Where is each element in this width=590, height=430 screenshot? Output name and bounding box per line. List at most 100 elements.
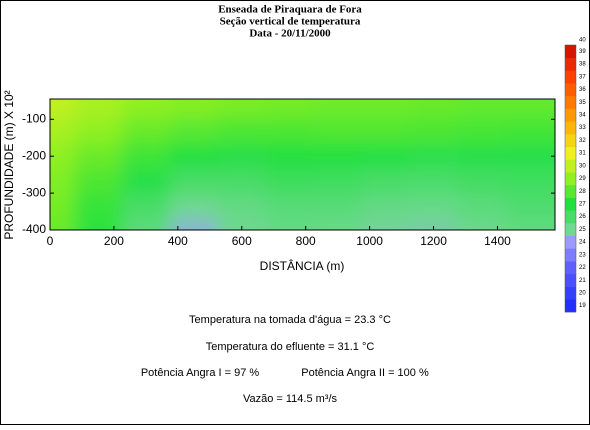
contour-cell bbox=[169, 194, 219, 220]
colorbar-tick-label: 21 bbox=[579, 278, 586, 284]
contour-cell bbox=[457, 117, 506, 144]
contour-cell bbox=[121, 99, 171, 118]
contour-cell bbox=[217, 143, 267, 170]
colorbar-segment bbox=[565, 70, 576, 84]
annotation: Temperatura na tomada d'água = 23.3 °C bbox=[189, 314, 391, 326]
colorbar-tick-label: 35 bbox=[579, 100, 586, 106]
contour-cell bbox=[409, 117, 459, 144]
contour-cell bbox=[457, 143, 506, 170]
colorbar-segment bbox=[565, 197, 576, 211]
plot-area bbox=[50, 99, 555, 230]
contour-cell bbox=[73, 117, 123, 144]
contour-cell bbox=[313, 99, 363, 118]
x-tick-label: 1400 bbox=[484, 234, 511, 248]
contour-cell bbox=[505, 143, 555, 170]
contour-cell bbox=[73, 218, 123, 230]
contour-cell bbox=[505, 169, 555, 196]
colorbar-tick-label: 38 bbox=[579, 62, 586, 68]
contour-cell bbox=[313, 143, 363, 170]
contour-cell bbox=[217, 117, 267, 144]
colorbar-segment bbox=[565, 57, 576, 71]
contour-cell bbox=[409, 99, 459, 118]
contour-cell bbox=[505, 194, 555, 220]
contour-cell bbox=[50, 169, 75, 196]
contour-cell bbox=[457, 218, 506, 230]
colorbar-segment bbox=[565, 210, 576, 224]
contour-cell bbox=[265, 143, 315, 170]
contour-cell bbox=[169, 143, 219, 170]
x-tick-label: 1200 bbox=[420, 234, 447, 248]
x-axis-label: DISTÂNCIA (m) bbox=[260, 258, 345, 273]
chart-title: Enseada de Piraquara de Fora bbox=[218, 4, 362, 16]
contour-cell bbox=[409, 218, 459, 230]
contour-cell bbox=[265, 99, 315, 118]
x-tick-label: 400 bbox=[168, 234, 188, 248]
colorbar-segment bbox=[565, 134, 576, 148]
colorbar-tick-label: 22 bbox=[579, 265, 586, 271]
colorbar-tick-label: 31 bbox=[579, 151, 586, 157]
chart-title: Seção vertical de temperatura bbox=[220, 16, 361, 28]
contour-cell bbox=[169, 99, 219, 118]
annotation: Vazão = 114.5 m³/s bbox=[243, 393, 338, 405]
x-tick-label: 200 bbox=[104, 234, 124, 248]
y-tick-label: -300 bbox=[22, 185, 46, 199]
contour-cell bbox=[361, 218, 411, 230]
colorbar-segment bbox=[565, 286, 576, 300]
contour-cell bbox=[217, 99, 267, 118]
contour-cell bbox=[169, 117, 219, 144]
contour-cell bbox=[121, 194, 171, 220]
colorbar-tick-label: 27 bbox=[579, 202, 586, 208]
colorbar-segment bbox=[565, 273, 576, 287]
y-tick-label: -400 bbox=[22, 222, 46, 236]
colorbar-segment bbox=[565, 223, 576, 237]
contour-cell bbox=[169, 218, 219, 230]
y-axis-label: PROFUNDIDADE (m) X 10² bbox=[2, 90, 16, 239]
colorbar-segment bbox=[565, 159, 576, 173]
colorbar-segment bbox=[565, 83, 576, 97]
colorbar-tick-label: 25 bbox=[579, 227, 586, 233]
contour-cell bbox=[73, 143, 123, 170]
contour-cell bbox=[361, 99, 411, 118]
colorbar-tick-label: 28 bbox=[579, 189, 586, 195]
contour-cell bbox=[265, 218, 315, 230]
contour-cell bbox=[121, 143, 171, 170]
contour-cell bbox=[313, 218, 363, 230]
contour-cell bbox=[265, 169, 315, 196]
colorbar-segment bbox=[565, 299, 576, 313]
contour-cell bbox=[409, 169, 459, 196]
contour-cell bbox=[313, 117, 363, 144]
contour-cell bbox=[409, 143, 459, 170]
colorbar-tick-label: 24 bbox=[579, 240, 586, 246]
y-tick-label: -200 bbox=[22, 148, 46, 162]
annotation: Temperatura do efluente = 31.1 °C bbox=[206, 341, 375, 353]
contour-cell bbox=[361, 169, 411, 196]
axes: 0 200 400 600 800 1000 1200 1400 -100 -200 -300 -40… bbox=[22, 38, 586, 313]
colorbar-tick-label: 30 bbox=[579, 163, 586, 169]
contour-cell bbox=[265, 194, 315, 220]
colorbar-segment bbox=[565, 235, 576, 249]
colorbar-segment bbox=[565, 172, 576, 186]
colorbar-segment bbox=[565, 45, 576, 59]
colorbar-segment bbox=[565, 184, 576, 198]
contour-cell bbox=[361, 143, 411, 170]
colorbar-tick-label: 33 bbox=[579, 125, 586, 131]
annotation: Potência Angra II = 100 % bbox=[301, 367, 429, 379]
colorbar-tick-label: 40 bbox=[579, 38, 586, 44]
x-tick-label: 0 bbox=[47, 234, 54, 248]
y-tick-label: -100 bbox=[22, 111, 46, 125]
contour-cell bbox=[50, 218, 75, 230]
contour-cell bbox=[73, 194, 123, 220]
contour-cell bbox=[505, 117, 555, 144]
contour-cell bbox=[361, 194, 411, 220]
contour-cell bbox=[169, 169, 219, 196]
contour-cell bbox=[217, 194, 267, 220]
contour-cell bbox=[121, 169, 171, 196]
colorbar-tick-label: 26 bbox=[579, 214, 586, 220]
annotation: Potência Angra I = 97 % bbox=[141, 367, 260, 379]
colorbar-border bbox=[564, 44, 577, 313]
x-tick-label: 800 bbox=[296, 234, 316, 248]
contour-cell bbox=[313, 169, 363, 196]
colorbar-segment bbox=[565, 248, 576, 262]
contour-cell bbox=[457, 169, 506, 196]
x-tick-label: 600 bbox=[232, 234, 252, 248]
